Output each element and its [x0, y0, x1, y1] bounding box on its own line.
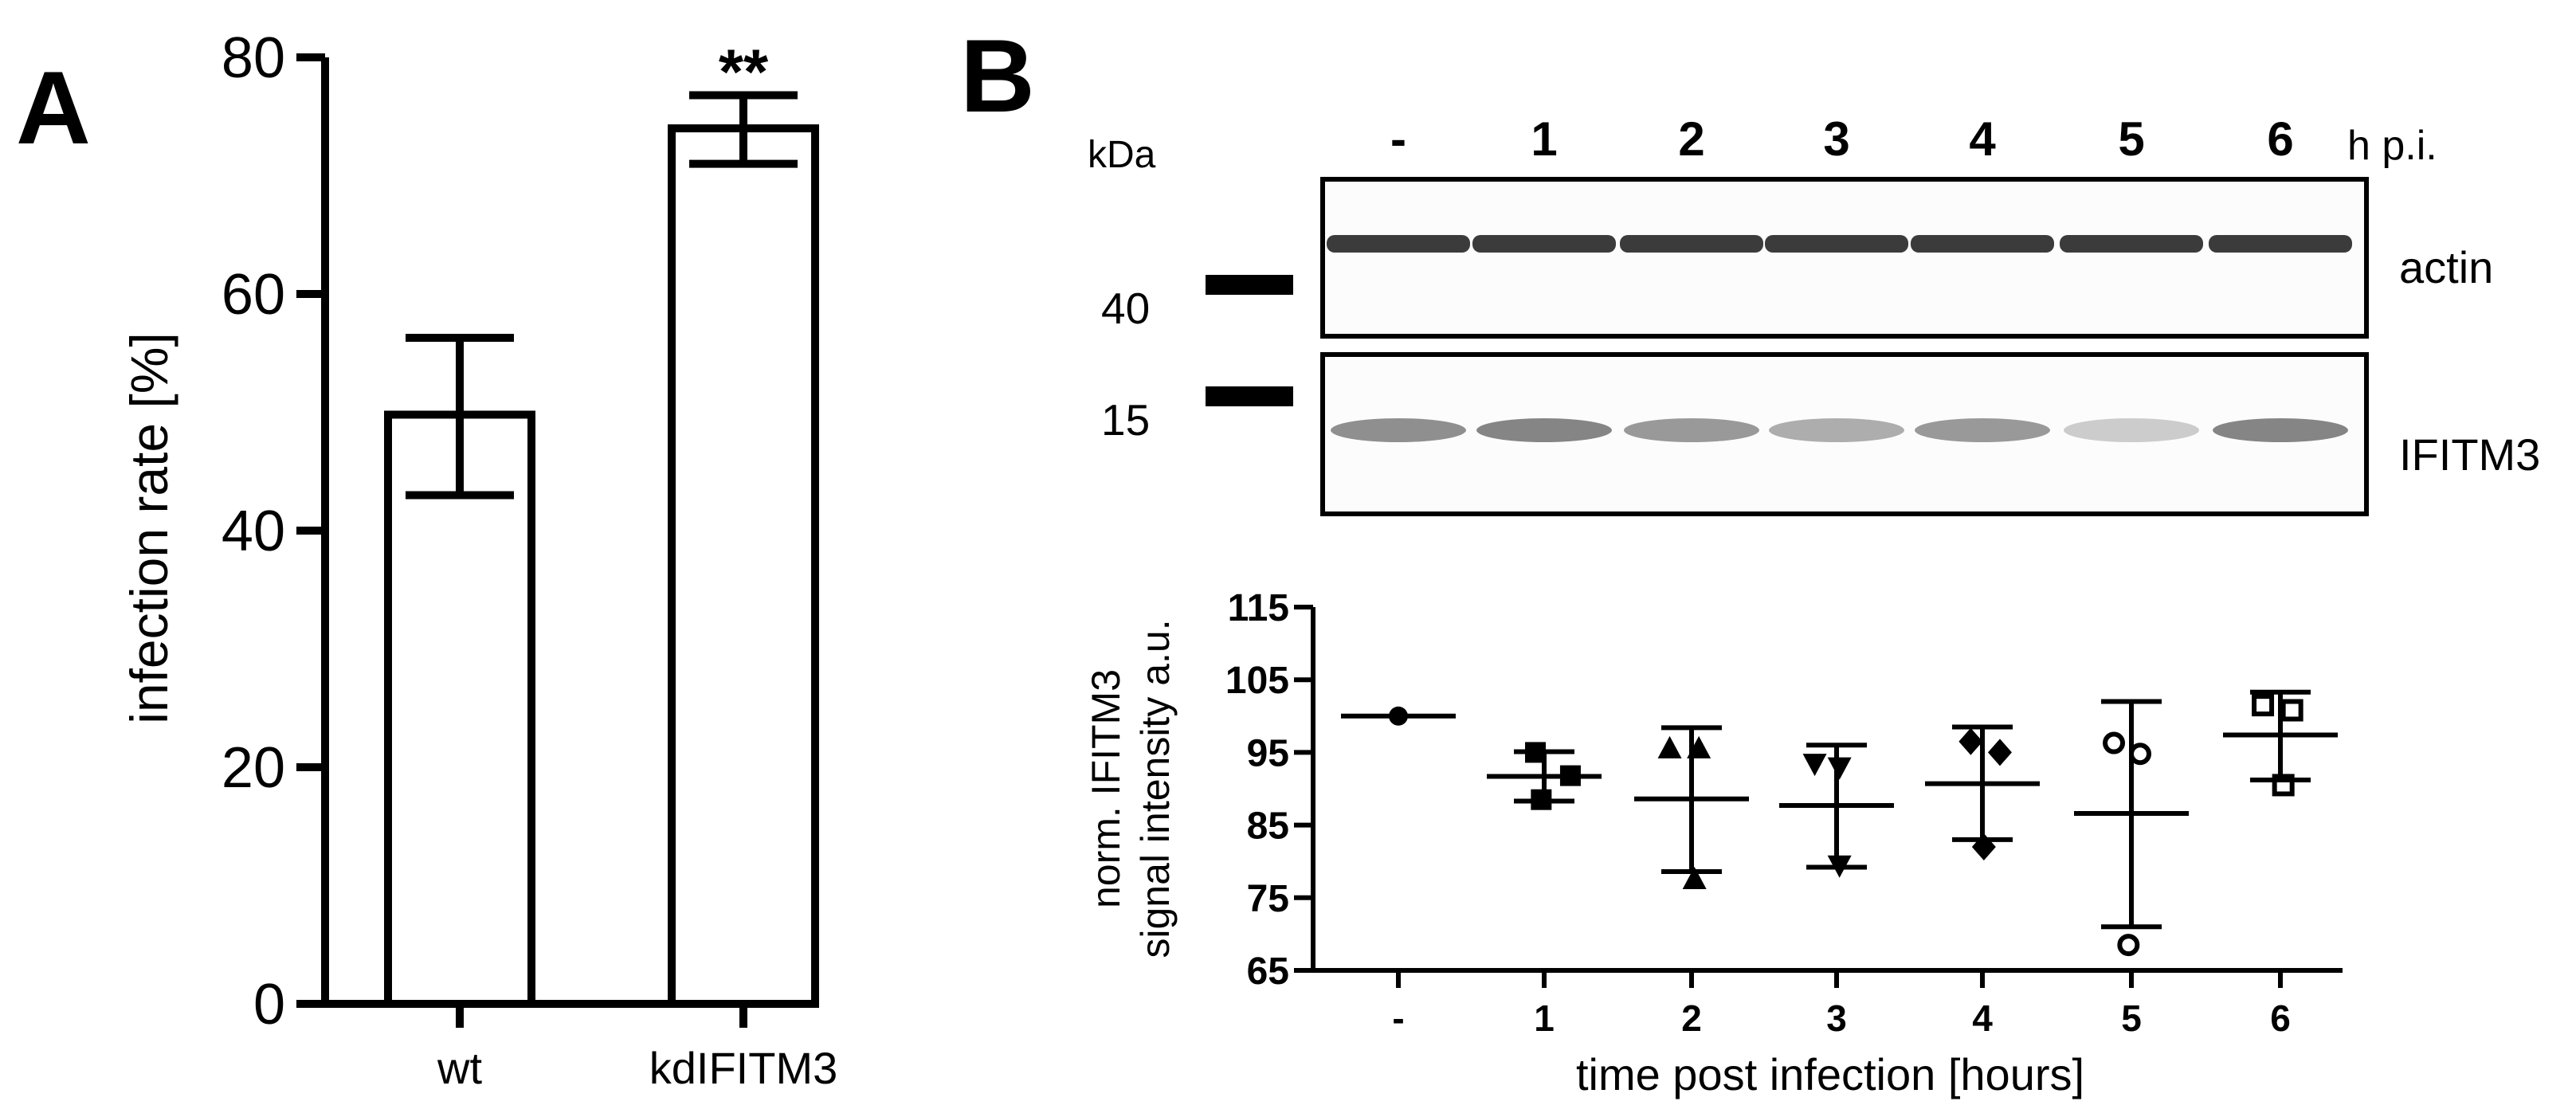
y-axis-label-b-line1: norm. IFITM3 [1084, 669, 1128, 908]
data-point-5-0 [2103, 731, 2126, 754]
data-point-2-0 [1657, 735, 1682, 758]
band-actin-2 [1620, 235, 1763, 253]
lane-label-5: 5 [2118, 112, 2144, 166]
y-tick-label-b: 105 [1225, 660, 1289, 702]
hpi-label: h p.i. [2347, 123, 2437, 169]
band-ifitm3-6 [2213, 418, 2348, 442]
marker-40: 40 [1101, 284, 1150, 333]
y-tick-label-b: 75 [1247, 878, 1289, 920]
lane-label-6: 6 [2267, 112, 2293, 166]
band-label-ifitm3: IFITM3 [2399, 429, 2540, 480]
scatter-chart-b: norm. IFITM3 signal intensity a.u. time … [1084, 587, 2343, 1099]
band-actin-4 [1911, 235, 2054, 253]
western-blot: kDa h p.i. 40 15 actin IFITM3 - 1 2 3 4 5 6 [1088, 112, 2540, 516]
marker-bar-15 [1206, 386, 1293, 406]
y-tick-label-a: 0 [253, 973, 285, 1037]
band-ifitm3-0 [1331, 418, 1466, 442]
data-point-1-2 [1531, 789, 1552, 810]
x-axis-label-b: time post infection [hours] [1576, 1049, 2084, 1099]
marker-bar-40 [1206, 275, 1293, 295]
y-axis-label-a: infection rate [%] [120, 332, 178, 724]
bar-wt [384, 410, 535, 1008]
band-ifitm3-2 [1624, 418, 1759, 442]
panel-label-b: B [960, 18, 1035, 134]
band-ifitm3-4 [1915, 418, 2050, 442]
y-tick-label-a: 40 [222, 500, 285, 563]
y-tick-label-b: 65 [1247, 950, 1289, 993]
lane-label-1: 1 [1531, 112, 1557, 166]
band-ifitm3-3 [1769, 418, 1904, 442]
data-point-2-2 [1682, 867, 1707, 889]
y-tick-label-a: 60 [222, 263, 285, 327]
lane-label-0: - [1390, 112, 1406, 166]
band-ifitm3-1 [1476, 418, 1612, 442]
x-tick-label-b-3: 3 [1826, 997, 1847, 1039]
data-point-2-1 [1687, 735, 1711, 758]
panel-label-a: A [16, 49, 91, 166]
x-tick-label-kdIFITM3: kdIFITM3 [649, 1043, 837, 1093]
x-tick-label-b-1: 1 [1534, 997, 1555, 1039]
data-point-5-1 [2128, 743, 2151, 766]
band-actin-5 [2060, 235, 2203, 253]
data-point-3-1 [1827, 757, 1852, 780]
data-point-4-1 [1987, 739, 2012, 766]
kda-label: kDa [1088, 134, 1156, 176]
x-tick-label-wt: wt [437, 1043, 482, 1093]
data-point-4-2 [1971, 833, 1996, 860]
data-point-6-1 [2280, 699, 2304, 722]
band-actin-3 [1765, 235, 1908, 253]
data-point-3-0 [1802, 754, 1827, 777]
data-point-5-2 [2117, 934, 2140, 957]
band-actin-0 [1327, 235, 1470, 253]
data-point-6-0 [2252, 694, 2275, 717]
y-tick-label-b: 115 [1228, 587, 1289, 629]
data-point-1-1 [1559, 765, 1581, 786]
data-point-3-2 [1827, 855, 1852, 878]
bar-chart-a: infection rate [%] 0 20 40 60 80 wt kdIFITM3 ** [120, 26, 837, 1093]
marker-15: 15 [1101, 395, 1150, 445]
data-point-6-2 [2272, 774, 2295, 797]
blot-box-actin [1320, 177, 2369, 339]
y-tick-label-b: 95 [1247, 732, 1289, 774]
band-ifitm3-5 [2064, 418, 2199, 442]
lane-label-2: 2 [1678, 112, 1704, 166]
band-actin-1 [1472, 235, 1616, 253]
x-tick-label-b-0: - [1392, 997, 1404, 1039]
y-tick-label-a: 20 [222, 736, 285, 800]
y-tick-label-b: 85 [1247, 805, 1289, 848]
y-tick-label-a: 80 [222, 26, 285, 90]
x-tick-label-b-5: 5 [2121, 997, 2142, 1039]
bar-kdIFITM3 [668, 124, 819, 1009]
data-point-4-0 [1958, 727, 1983, 755]
x-tick-label-b-2: 2 [1681, 997, 1702, 1039]
x-tick-label-b-4: 4 [1972, 997, 1993, 1039]
lane-label-4: 4 [1969, 112, 1996, 166]
lane-label-3: 3 [1823, 112, 1849, 166]
band-actin-6 [2209, 235, 2352, 253]
data-point---0 [1389, 706, 1408, 726]
data-point-1-0 [1525, 742, 1547, 763]
y-axis-label-b-line2: signal intensity a.u. [1133, 619, 1178, 958]
x-tick-label-b-6: 6 [2270, 997, 2291, 1039]
significance-label: ** [719, 37, 769, 108]
band-label-actin: actin [2399, 242, 2493, 292]
